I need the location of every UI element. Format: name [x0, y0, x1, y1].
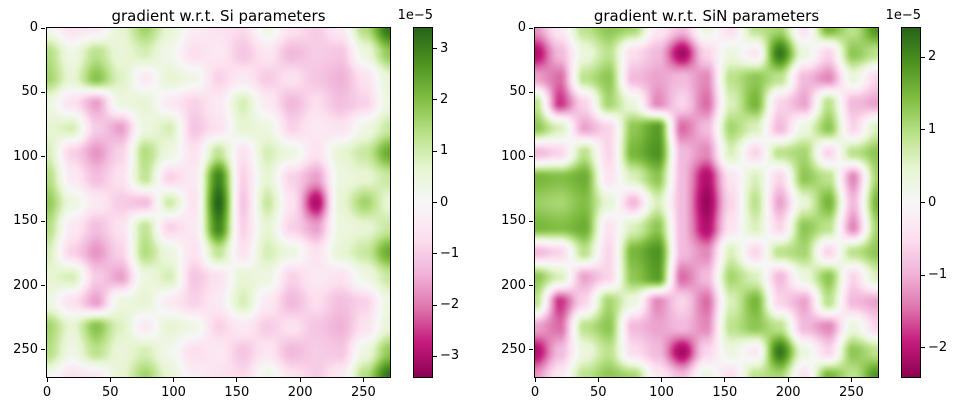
colorbar-tick-mark — [921, 56, 925, 58]
x-tick-label: 200 — [287, 385, 313, 400]
y-tick-mark — [529, 285, 533, 287]
y-tick-label: 50 — [509, 84, 526, 100]
y-tick-label: 150 — [13, 213, 38, 229]
colorbar-tick-label: 2 — [440, 91, 449, 107]
y-tick-label: 200 — [501, 277, 526, 293]
y-tick-mark — [41, 156, 45, 158]
x-tick-label: 250 — [350, 385, 376, 400]
colorbar-tick-mark — [433, 99, 437, 101]
x-tick-label: 200 — [775, 385, 801, 400]
colorbar-tick-label: 0 — [440, 194, 449, 210]
x-tick-label: 0 — [42, 385, 52, 400]
colorbar-tick-label: 1 — [440, 143, 449, 159]
y-tick-mark — [529, 220, 533, 222]
x-tick-mark — [850, 378, 852, 382]
y-tick-label: 100 — [13, 148, 38, 164]
x-tick-mark — [109, 378, 111, 382]
x-tick-mark — [597, 378, 599, 382]
colorbar-tick-label: −1 — [440, 245, 460, 261]
plot-title-si: gradient w.r.t. Si parameters — [111, 7, 326, 25]
x-tick-label: 100 — [161, 385, 186, 400]
x-tick-mark — [661, 378, 663, 382]
x-tick-label: 100 — [649, 385, 674, 400]
y-tick-label: 50 — [21, 84, 38, 100]
y-tick-mark — [529, 91, 533, 93]
y-tick-mark — [41, 349, 45, 351]
colorbar-si — [413, 27, 433, 378]
plot-title-sin: gradient w.r.t. SiN parameters — [593, 7, 820, 25]
x-tick-mark — [299, 378, 301, 382]
y-tick-label: 150 — [501, 213, 526, 229]
x-tick-mark — [787, 378, 789, 382]
colorbar-tick-mark — [921, 129, 925, 131]
colorbar-tick-label: 2 — [928, 49, 937, 65]
colorbar-tick-mark — [433, 150, 437, 152]
y-tick-mark — [529, 156, 533, 158]
colorbar-offset-label-sin: 1e−5 — [885, 8, 921, 23]
colorbar-tick-mark — [433, 304, 437, 306]
colorbar-offset-label-si: 1e−5 — [397, 8, 433, 23]
x-tick-label: 150 — [224, 385, 250, 400]
colorbar-tick-label: −3 — [440, 348, 460, 364]
x-tick-mark — [173, 378, 175, 382]
colorbar-tick-mark — [433, 253, 437, 255]
colorbar-tick-label: −2 — [928, 339, 948, 355]
y-tick-mark — [529, 349, 533, 351]
y-tick-mark — [41, 285, 45, 287]
colorbar-tick-mark — [921, 274, 925, 276]
x-tick-mark — [236, 378, 238, 382]
heatmap-si-canvas — [46, 27, 391, 378]
y-tick-mark — [41, 220, 45, 222]
x-tick-mark — [534, 378, 536, 382]
colorbar-tick-label: −2 — [440, 297, 460, 313]
colorbar-tick-label: −1 — [928, 267, 948, 283]
x-tick-mark — [46, 378, 48, 382]
heatmap-sin-canvas — [534, 27, 879, 378]
y-tick-mark — [529, 27, 533, 29]
y-tick-mark — [41, 91, 45, 93]
x-tick-mark — [724, 378, 726, 382]
y-tick-label: 100 — [501, 148, 526, 164]
y-tick-label: 250 — [13, 341, 38, 357]
y-tick-label: 250 — [501, 341, 526, 357]
x-tick-label: 250 — [838, 385, 864, 400]
colorbar-tick-mark — [433, 355, 437, 357]
x-tick-label: 50 — [590, 385, 607, 400]
y-tick-label: 200 — [13, 277, 38, 293]
y-tick-label: 0 — [517, 20, 526, 35]
x-tick-mark — [362, 378, 364, 382]
colorbar-tick-label: 3 — [440, 40, 449, 56]
colorbar-sin — [901, 27, 921, 378]
x-tick-label: 0 — [530, 385, 540, 400]
x-tick-label: 150 — [712, 385, 738, 400]
x-tick-label: 50 — [102, 385, 119, 400]
colorbar-tick-mark — [433, 48, 437, 50]
y-tick-label: 0 — [29, 20, 38, 35]
y-tick-mark — [41, 27, 45, 29]
colorbar-tick-mark — [433, 202, 437, 203]
colorbar-tick-mark — [921, 347, 925, 349]
colorbar-tick-label: 1 — [928, 121, 937, 137]
colorbar-tick-label: 0 — [928, 194, 937, 210]
colorbar-tick-mark — [921, 202, 925, 203]
